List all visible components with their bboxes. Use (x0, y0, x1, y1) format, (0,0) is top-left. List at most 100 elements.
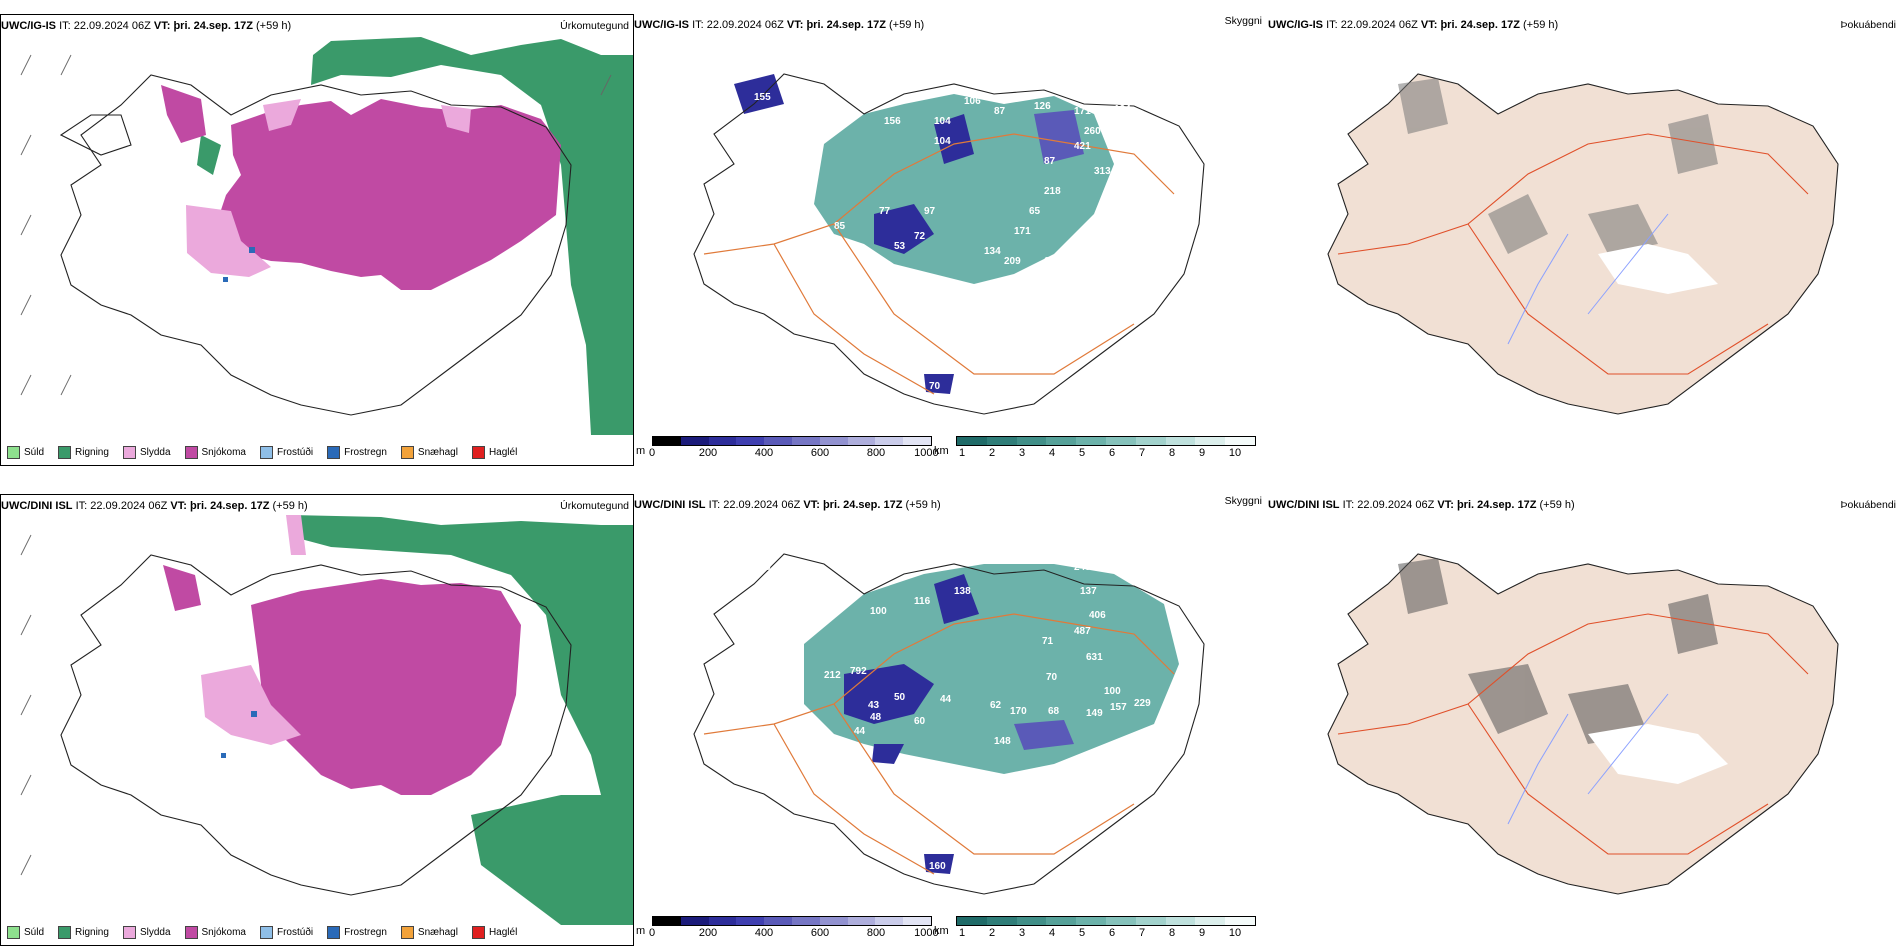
ceiling-label: 104 (934, 116, 951, 127)
ceiling-label: 97 (924, 206, 936, 217)
tick-label: 400 (754, 447, 774, 459)
tick-label: 800 (866, 447, 886, 459)
legend-label: Snjókoma (201, 927, 246, 938)
freezing-rain-spots (221, 711, 257, 758)
vt-value: þri. 24.sep. 17Z (189, 500, 270, 512)
tick-label: 1000 (914, 927, 939, 939)
lead-time: (+59 h) (905, 499, 941, 511)
ceiling-labels: 155 99 156 104 106 87 126 171 124 260 42… (754, 92, 1186, 392)
it-label: IT: (75, 500, 88, 512)
legend-label: Snæhagl (417, 927, 458, 938)
tick-label: 0 (648, 927, 656, 939)
colorbar-gradient (956, 916, 1256, 926)
ceiling-label: 139 (754, 562, 771, 573)
ceiling-colorbar: m 0 200 400 600 800 1000 (636, 916, 939, 940)
ceiling-label: 77 (879, 206, 891, 217)
tick-label: 1 (958, 447, 966, 459)
ceiling-label: 792 (850, 666, 867, 677)
tick-label: 2 (988, 927, 996, 939)
ceiling-label: 156 (884, 116, 901, 127)
ceiling-label: 171 (1074, 106, 1091, 117)
ceiling-label: 53 (1134, 246, 1146, 257)
model-name: UWC/IG-IS (1268, 19, 1323, 31)
lead-time: (+59 h) (1539, 499, 1575, 511)
lead-time: (+59 h) (256, 20, 292, 32)
ceiling-label: 260 (1084, 126, 1101, 137)
legend-label: Frostregn (344, 927, 387, 938)
colorbar-gradient (652, 436, 932, 446)
tick-label: 800 (866, 927, 886, 939)
it-label: IT: (692, 19, 704, 31)
vt-label: VT: (1437, 499, 1454, 511)
panel-header: UWC/DINI ISL IT: 22.09.2024 06Z VT: þri.… (634, 494, 1266, 516)
tick-label: 1 (958, 927, 966, 939)
ceiling-label: 229 (1134, 698, 1151, 709)
vt-value: þri. 24.sep. 17Z (806, 19, 886, 31)
tick-label: 2 (988, 447, 996, 459)
ceiling-label: 111 (1174, 630, 1190, 641)
rivers (1507, 693, 1669, 825)
ceiling-label: 70 (929, 381, 941, 392)
snow-areas (161, 85, 561, 290)
it-value: 22.09.2024 06Z (1357, 499, 1435, 511)
ceiling-label: 209 (1004, 256, 1021, 267)
iceland-outline (693, 73, 1205, 415)
swatch (471, 926, 485, 939)
vt-label: VT: (170, 500, 187, 512)
vt-value: þri. 24.sep. 17Z (822, 499, 903, 511)
tick-label: 10 (1228, 447, 1242, 459)
precip-type-legend: Súld Rigning Slydda Snjókoma Frostúði Fr… (7, 926, 517, 939)
ceiling-label: 50 (894, 692, 906, 703)
freezing-rain-spots (223, 247, 255, 282)
ceiling-labels: 139 119 100 116 138 249 137 406 487 631 … (754, 562, 1190, 872)
fog-title: Þokuábendi (1840, 19, 1896, 31)
ceiling-label: 134 (984, 246, 1001, 257)
ceiling-label: 421 (1074, 141, 1091, 152)
ceiling-label: 60 (844, 271, 856, 282)
swatch (327, 926, 341, 939)
swatch (184, 926, 198, 939)
panel-header: UWC/IG-IS IT: 22.09.2024 06Z VT: þri. 24… (634, 14, 1266, 36)
vt-label: VT: (153, 20, 171, 32)
colorbar-gradient (652, 916, 932, 926)
colorbar-unit: km (934, 925, 949, 937)
iceland-outline (59, 74, 572, 416)
ceiling-label: 53 (894, 241, 906, 252)
ceiling-label: 124 (1114, 104, 1131, 115)
ceiling-label: 87 (1044, 156, 1056, 167)
wind-barbs (20, 54, 612, 396)
ceiling-label: 212 (824, 670, 841, 681)
legend-label: Rigning (75, 447, 109, 458)
tick-label: 200 (698, 447, 718, 459)
colorbar-unit: m (636, 445, 646, 457)
visibility-colorbar: km 1 2 3 4 5 6 7 8 9 10 (934, 916, 1256, 940)
swatch (400, 446, 414, 459)
model-name: UWC/DINI ISL (634, 499, 706, 511)
road-network (1337, 613, 1809, 855)
ceiling-label: 148 (994, 736, 1011, 747)
tick-label: 0 (648, 447, 656, 459)
it-value: 22.09.2024 06Z (90, 500, 168, 512)
tick-label: 4 (1048, 927, 1056, 939)
it-label: IT: (59, 20, 71, 32)
ceiling-label: 87 (994, 106, 1006, 117)
fog-shading (1398, 78, 1718, 254)
ceiling-label: 100 (1104, 686, 1121, 697)
it-label: IT: (1342, 499, 1355, 511)
snow-areas (163, 565, 521, 795)
swatch (259, 926, 273, 939)
fog-shading (1398, 558, 1718, 744)
visibility-shading (804, 564, 1179, 874)
tick-label: 6 (1108, 927, 1116, 939)
precip-map (20, 37, 633, 435)
ceiling-colorbar: m 0 200 400 600 800 1000 (636, 436, 939, 460)
precip-map (20, 515, 633, 925)
fog-title: Þokuábendi (1840, 499, 1896, 511)
ceiling-label: 137 (1080, 586, 1097, 597)
panel-header: UWC/IG-IS IT: 22.09.2024 06Z VT: þri. 24… (1268, 14, 1900, 36)
visibility-shading (734, 74, 1114, 394)
ceiling-label: 132 (1094, 256, 1111, 267)
ceiling-label: 138 (954, 586, 971, 597)
legend-label: Súld (24, 447, 45, 458)
tick-label: 9 (1198, 447, 1206, 459)
